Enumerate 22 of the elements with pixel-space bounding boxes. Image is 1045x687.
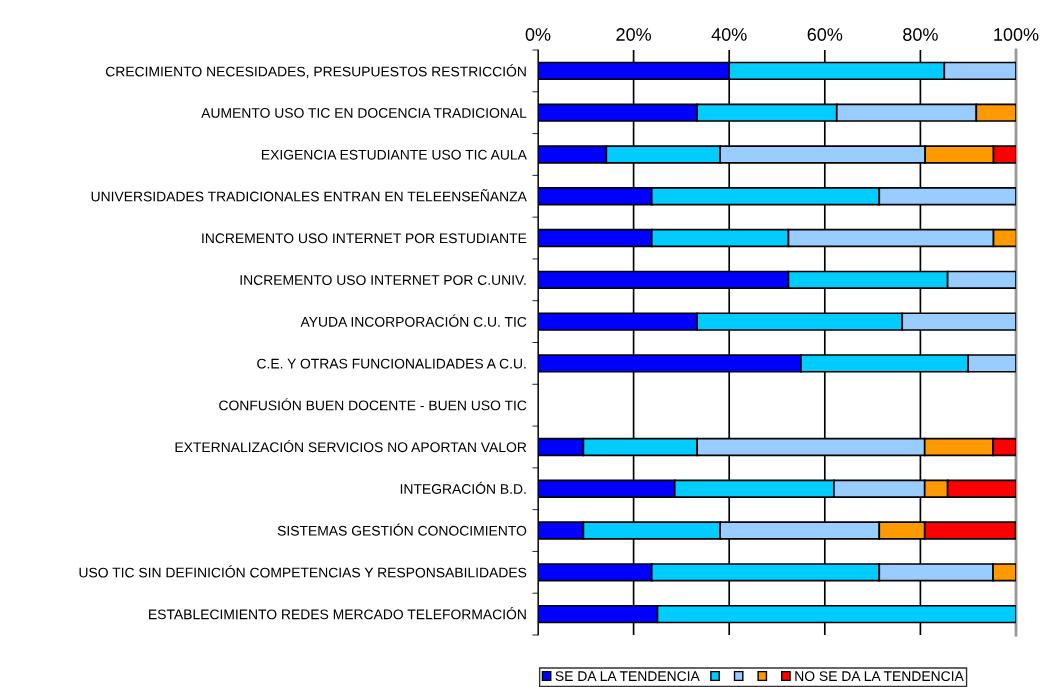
y-tick-label: ESTABLECIMIENTO REDES MERCADO TELEFORMACIÓN — [149, 607, 526, 620]
y-tick-label: CRECIMIENTO NECESIDADES, PRESUPUESTOS RESTRICCIÓN — [105, 64, 526, 79]
y-tick-label: INCREMENTO USO INTERNET POR ESTUDIANTE — [202, 233, 527, 244]
y-tick-label: AUMENTO USO TIC EN DOCENCIA TRADICIONAL — [201, 108, 527, 118]
x-tick-label: 40% — [711, 28, 747, 41]
x-tick-label: 80% — [903, 28, 938, 41]
y-tick-label: CONFUSIÓN BUEN DOCENTE - BUEN USO TIC — [219, 398, 527, 411]
x-tick-label: 60% — [807, 28, 843, 41]
x-tick-label: 20% — [616, 28, 652, 41]
y-tick-label: INCREMENTO USO INTERNET POR C.UNIV. — [240, 275, 526, 285]
x-tick-label: 0% — [525, 28, 551, 41]
legend-label: SE DA LA TENDENCIA — [555, 671, 700, 682]
legend-label: NO SE DA LA TENDENCIA — [795, 671, 964, 682]
y-tick-label: UNIVERSIDADES TRADICIONALES ENTRAN EN TELEENSEÑANZA — [91, 189, 527, 202]
y-tick-label: USO TIC SIN DEFINICIÓN COMPETENCIAS Y RESPONSABILIDADES — [79, 565, 527, 578]
y-tick-label: AYUDA INCORPORACIÓN C.U. TIC — [300, 314, 527, 327]
y-tick-label: EXTERNALIZACIÓN SERVICIOS NO APORTAN VALOR — [175, 439, 527, 453]
y-tick-label: EXIGENCIA ESTUDIANTE USO TIC AULA — [262, 149, 527, 160]
y-tick-label: INTEGRACIÓN B.D. — [400, 481, 526, 494]
x-tick-label: 100% — [994, 28, 1039, 41]
y-tick-label: C.E. Y OTRAS FUNCIONALIDADES A C.U. — [257, 358, 526, 369]
y-tick-label: SISTEMAS GESTIÓN CONOCIMIENTO — [277, 523, 527, 536]
